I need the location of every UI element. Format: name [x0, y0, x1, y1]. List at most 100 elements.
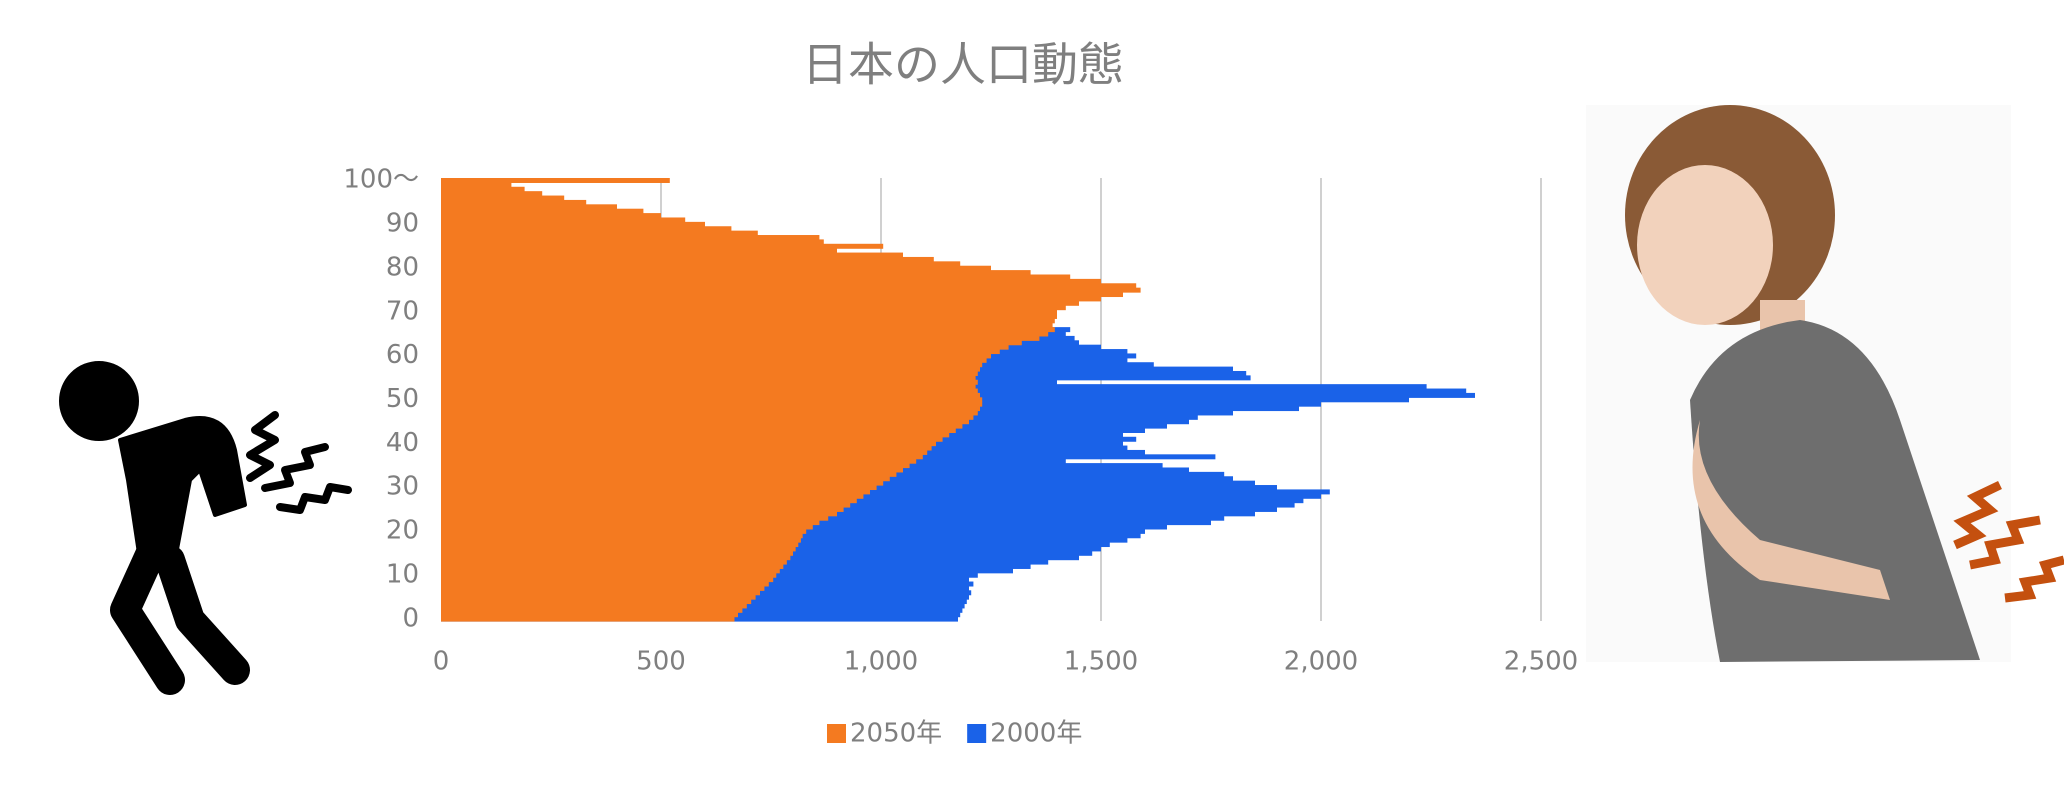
pain-pictogram	[53, 355, 352, 695]
bar	[441, 340, 1022, 346]
bar	[441, 423, 963, 429]
bar	[441, 178, 670, 183]
bar	[441, 502, 851, 508]
bar	[441, 590, 760, 596]
bar	[441, 370, 978, 376]
legend-label: 2000年	[990, 719, 1082, 749]
bar	[441, 489, 870, 495]
bar	[441, 401, 983, 407]
bar	[441, 414, 974, 420]
y-tick-label: 100～	[343, 165, 419, 195]
bar	[441, 186, 525, 192]
bar	[441, 511, 837, 517]
bar	[441, 191, 543, 197]
bar	[441, 585, 765, 591]
bar	[441, 568, 780, 574]
legend-key-border	[827, 724, 846, 743]
bar	[441, 493, 864, 499]
bar	[441, 221, 705, 227]
bar	[441, 577, 774, 583]
legend-key-border	[967, 724, 987, 743]
bar	[441, 594, 756, 600]
bar	[441, 599, 752, 605]
bar	[441, 318, 1055, 324]
bar	[441, 559, 787, 565]
y-tick-label: 30	[386, 472, 419, 502]
y-tick-label: 40	[386, 428, 419, 458]
bar	[441, 463, 910, 469]
bar	[441, 379, 978, 385]
bar	[441, 555, 791, 561]
bar	[441, 230, 758, 236]
bar	[441, 436, 943, 442]
bar	[441, 353, 991, 359]
bar	[441, 344, 1009, 350]
bar	[441, 213, 661, 219]
bar	[441, 550, 793, 556]
bar	[441, 283, 1137, 289]
bar	[441, 546, 796, 552]
bar	[441, 309, 1057, 315]
bar	[441, 204, 617, 210]
bar	[441, 199, 587, 205]
bar	[441, 296, 1101, 302]
legend-key	[968, 725, 986, 742]
bar	[441, 498, 857, 504]
bar	[441, 331, 1049, 337]
bar	[441, 449, 928, 455]
bar	[441, 489, 1330, 495]
bar	[441, 217, 686, 223]
bar	[441, 256, 934, 262]
bar	[441, 520, 1211, 526]
bar	[441, 445, 932, 451]
bar	[441, 274, 1071, 280]
bar	[441, 419, 969, 425]
bar	[441, 563, 784, 569]
bar	[441, 278, 1101, 284]
bar	[441, 357, 987, 363]
bar	[441, 524, 813, 530]
y-tick-label: 20	[386, 516, 419, 546]
bar	[441, 243, 884, 249]
bar	[441, 467, 903, 473]
bar	[441, 533, 803, 539]
bar	[441, 305, 1066, 311]
y-tick-label: 60	[386, 340, 419, 370]
bar	[441, 612, 738, 618]
bar	[441, 313, 1057, 319]
bar	[441, 454, 923, 460]
bar	[441, 208, 644, 214]
bar	[441, 428, 956, 433]
bar	[441, 410, 978, 416]
bar	[441, 506, 844, 512]
chart-title: 日本の人口動態	[802, 38, 1124, 92]
y-tick-label: 0	[402, 603, 419, 633]
bar	[441, 515, 829, 521]
bar	[441, 300, 1079, 306]
bar	[441, 542, 799, 548]
bar	[441, 261, 961, 267]
x-tick-label: 2,500	[1504, 647, 1578, 677]
y-tick-label: 10	[386, 559, 419, 589]
bar	[441, 458, 917, 464]
bar	[441, 406, 980, 412]
x-tick-label: 500	[636, 647, 686, 677]
bar	[441, 292, 1123, 298]
bar	[441, 493, 1321, 499]
bar	[441, 476, 890, 482]
bar	[441, 366, 980, 372]
bar	[441, 239, 824, 245]
y-tick-label: 70	[386, 296, 419, 326]
bar	[441, 327, 1055, 333]
x-tick-label: 0	[433, 647, 450, 677]
bar	[441, 572, 777, 578]
x-tick-label: 1,500	[1064, 647, 1138, 677]
bar	[441, 265, 991, 271]
bar	[441, 362, 983, 368]
bar	[441, 498, 1304, 504]
bar	[441, 485, 877, 491]
bar	[441, 537, 801, 543]
y-tick-label: 90	[386, 209, 419, 239]
bar	[441, 616, 735, 622]
bar	[441, 226, 732, 232]
